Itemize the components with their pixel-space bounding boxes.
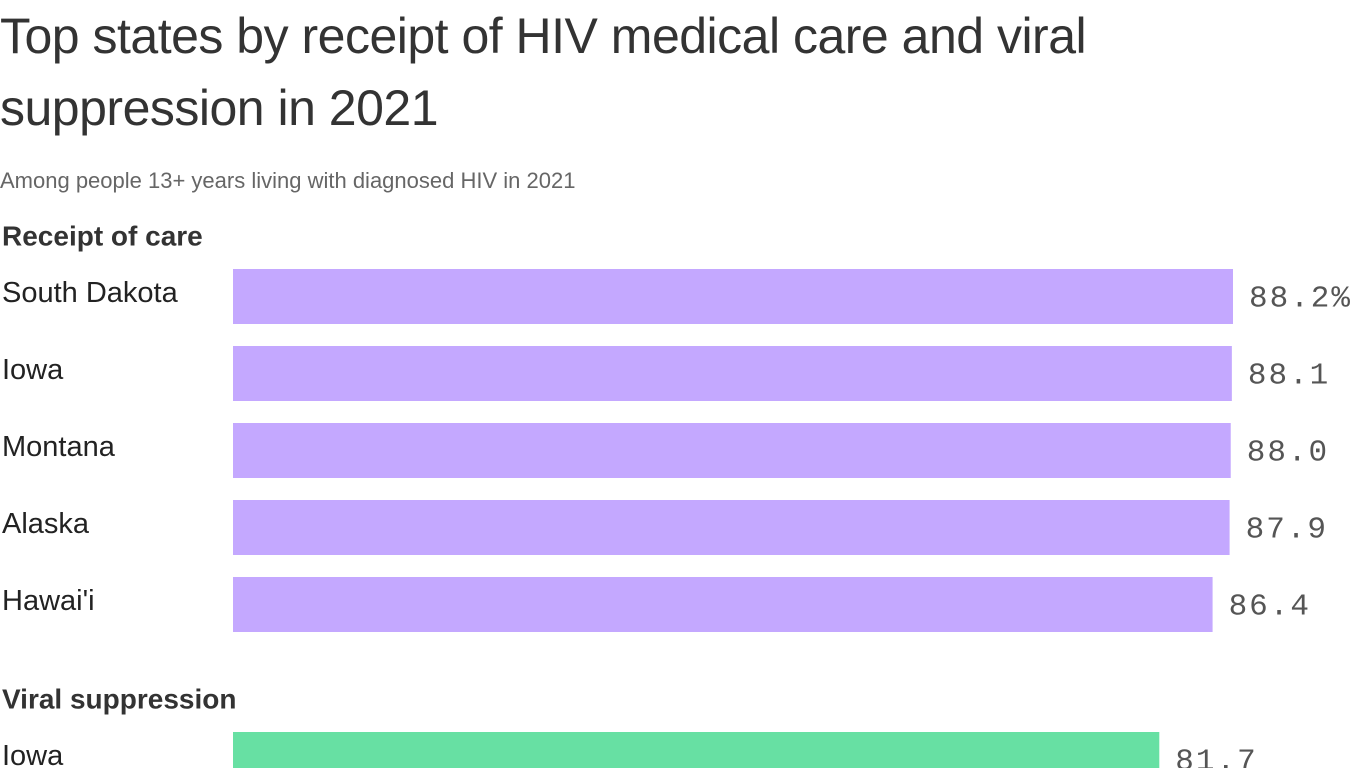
chart-subtitle: Among people 13+ years living with diagn… [0, 168, 576, 193]
value-label: 87.9 [1246, 513, 1328, 548]
value-label: 88.2% [1249, 282, 1352, 317]
section-title: Viral suppression [2, 683, 236, 714]
bar [233, 500, 1230, 555]
section-title: Receipt of care [2, 220, 203, 251]
bar [233, 269, 1233, 324]
category-label: Iowa [2, 740, 64, 768]
category-label: South Dakota [2, 277, 179, 309]
bar [233, 346, 1232, 401]
value-label: 86.4 [1229, 590, 1311, 625]
bar [233, 732, 1160, 768]
category-label: Alaska [2, 508, 90, 540]
category-label: Hawai'i [2, 585, 95, 617]
category-label: Iowa [2, 354, 64, 386]
value-label: 88.1 [1248, 359, 1330, 394]
value-label: 88.0 [1247, 436, 1329, 471]
bar [233, 577, 1213, 632]
category-label: Montana [2, 431, 116, 463]
bar [233, 423, 1231, 478]
value-label: 81.7 [1175, 745, 1257, 768]
chart-title: Top states by receipt of HIV medical car… [0, 8, 1087, 136]
